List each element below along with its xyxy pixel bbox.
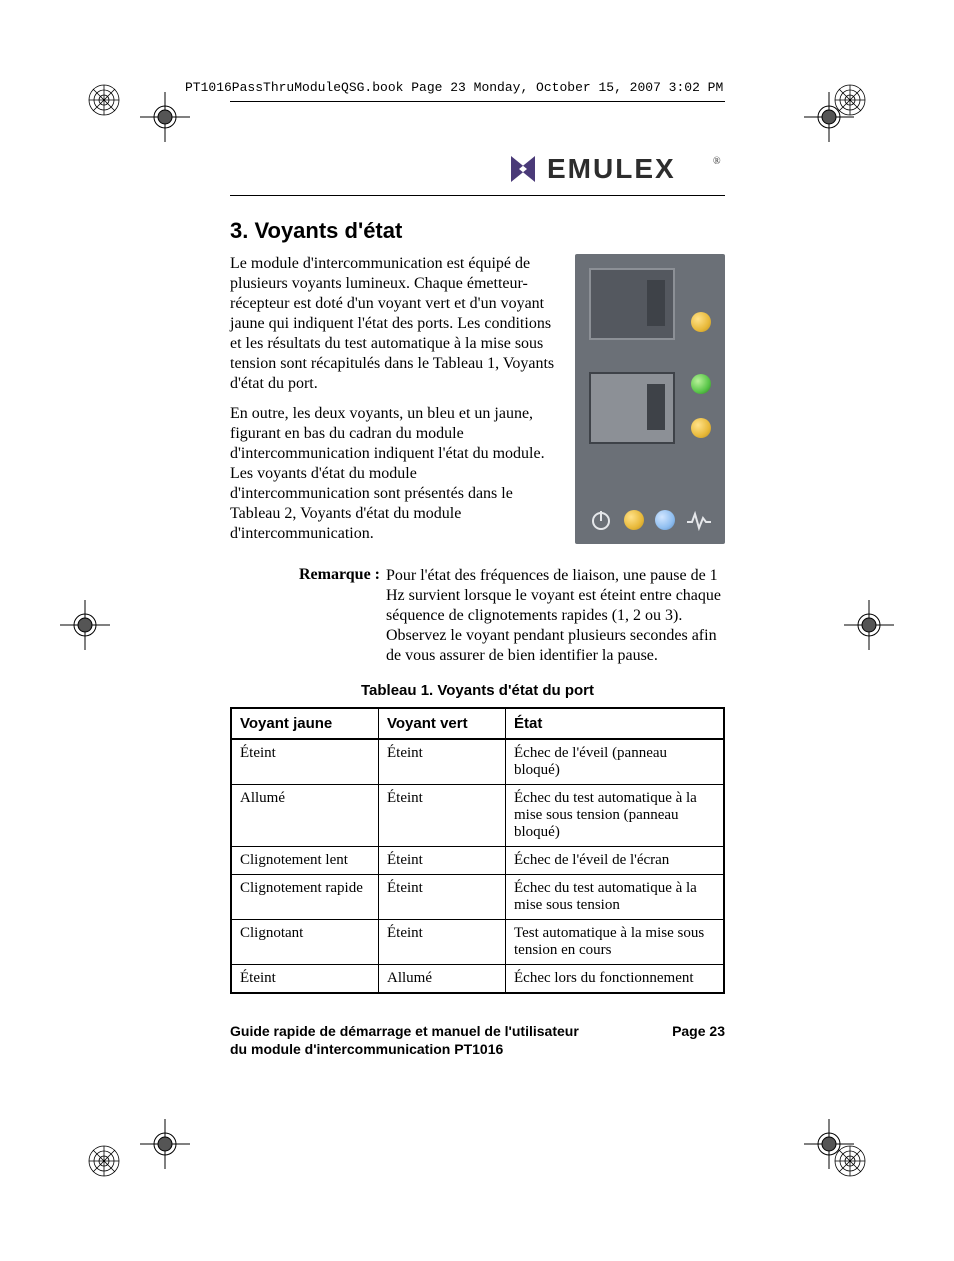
reg-mark-left-target [60, 600, 110, 650]
table1-header-col1: Voyant vert [379, 708, 506, 739]
table1-caption: Tableau 1. Voyants d'état du port [230, 682, 725, 699]
table-cell: Éteint [379, 785, 506, 847]
module-blue-led-icon [655, 510, 675, 530]
page-footer: Guide rapide de démarrage et manuel de l… [230, 1022, 725, 1058]
module-status-row [575, 508, 725, 532]
footer-page-number: Page 23 [672, 1022, 725, 1058]
table-cell: Allumé [231, 785, 379, 847]
pulse-icon [686, 508, 712, 532]
reg-mark-bottom-left-target [140, 1119, 190, 1169]
reg-mark-top-left-rosette [86, 82, 122, 118]
table-cell: Éteint [379, 847, 506, 875]
table-cell: Éteint [379, 739, 506, 785]
power-icon [589, 508, 613, 532]
note-text: Pour l'état des fréquences de liaison, u… [386, 566, 725, 666]
logo-rule [230, 195, 725, 196]
table-cell: Éteint [379, 875, 506, 920]
reg-mark-right-target [844, 600, 894, 650]
content-column: PT1016PassThruModuleQSG.book Page 23 Mon… [230, 80, 725, 1058]
table-cell: Échec lors du fonctionnement [506, 965, 725, 994]
brand-logo: EMULEX ® [230, 152, 725, 191]
footer-guide-title: Guide rapide de démarrage et manuel de l… [230, 1022, 590, 1058]
reg-mark-bottom-left-rosette [86, 1143, 122, 1179]
led-figure [575, 254, 725, 554]
svg-text:®: ® [713, 156, 721, 167]
paragraph-1: Le module d'intercommunication est équip… [230, 254, 557, 394]
reg-mark-bottom-right-rosette [832, 1143, 868, 1179]
table-cell: Clignotant [231, 920, 379, 965]
note-label: Remarque : [230, 566, 380, 666]
port1-yellow-led-icon [691, 312, 711, 332]
table-cell: Éteint [379, 920, 506, 965]
table-row: Éteint Éteint Échec de l'éveil (panneau … [231, 739, 724, 785]
intro-row: Le module d'intercommunication est équip… [230, 254, 725, 554]
port2-green-led-icon [691, 374, 711, 394]
table-row: Éteint Allumé Échec lors du fonctionneme… [231, 965, 724, 994]
table-cell: Clignotement lent [231, 847, 379, 875]
table1: Voyant jaune Voyant vert État Éteint Éte… [230, 707, 725, 994]
table-cell: Éteint [231, 965, 379, 994]
module-yellow-led-icon [624, 510, 644, 530]
table-cell: Allumé [379, 965, 506, 994]
table-row: Clignotement rapide Éteint Échec du test… [231, 875, 724, 920]
reg-mark-top-left-target [140, 92, 190, 142]
document-page: PT1016PassThruModuleQSG.book Page 23 Mon… [0, 0, 954, 1261]
table1-head: Voyant jaune Voyant vert État [231, 708, 724, 739]
paragraph-2: En outre, les deux voyants, un bleu et u… [230, 404, 557, 544]
note-block: Remarque : Pour l'état des fréquences de… [230, 566, 725, 666]
table1-body: Éteint Éteint Échec de l'éveil (panneau … [231, 739, 724, 993]
print-header: PT1016PassThruModuleQSG.book Page 23 Mon… [185, 80, 725, 95]
header-rule [230, 101, 725, 102]
table-cell: Test automatique à la mise sous tension … [506, 920, 725, 965]
port2-yellow-led-icon [691, 418, 711, 438]
table-cell: Échec de l'éveil de l'écran [506, 847, 725, 875]
section-title: 3. Voyants d'état [230, 218, 725, 244]
table-row: Clignotant Éteint Test automatique à la … [231, 920, 724, 965]
table-cell: Échec du test automatique à la mise sous… [506, 785, 725, 847]
table-cell: Échec du test automatique à la mise sous… [506, 875, 725, 920]
table1-header-col0: Voyant jaune [231, 708, 379, 739]
table-row: Clignotement lent Éteint Échec de l'évei… [231, 847, 724, 875]
reg-mark-top-right-rosette [832, 82, 868, 118]
port-slot-1 [589, 268, 675, 340]
table-cell: Échec de l'éveil (panneau bloqué) [506, 739, 725, 785]
port-slot-2 [589, 372, 675, 444]
table-cell: Éteint [231, 739, 379, 785]
table-cell: Clignotement rapide [231, 875, 379, 920]
module-panel [575, 254, 725, 544]
intro-text: Le module d'intercommunication est équip… [230, 254, 557, 554]
logo-text: EMULEX [547, 153, 676, 184]
table-row: Allumé Éteint Échec du test automatique … [231, 785, 724, 847]
table1-header-col2: État [506, 708, 725, 739]
